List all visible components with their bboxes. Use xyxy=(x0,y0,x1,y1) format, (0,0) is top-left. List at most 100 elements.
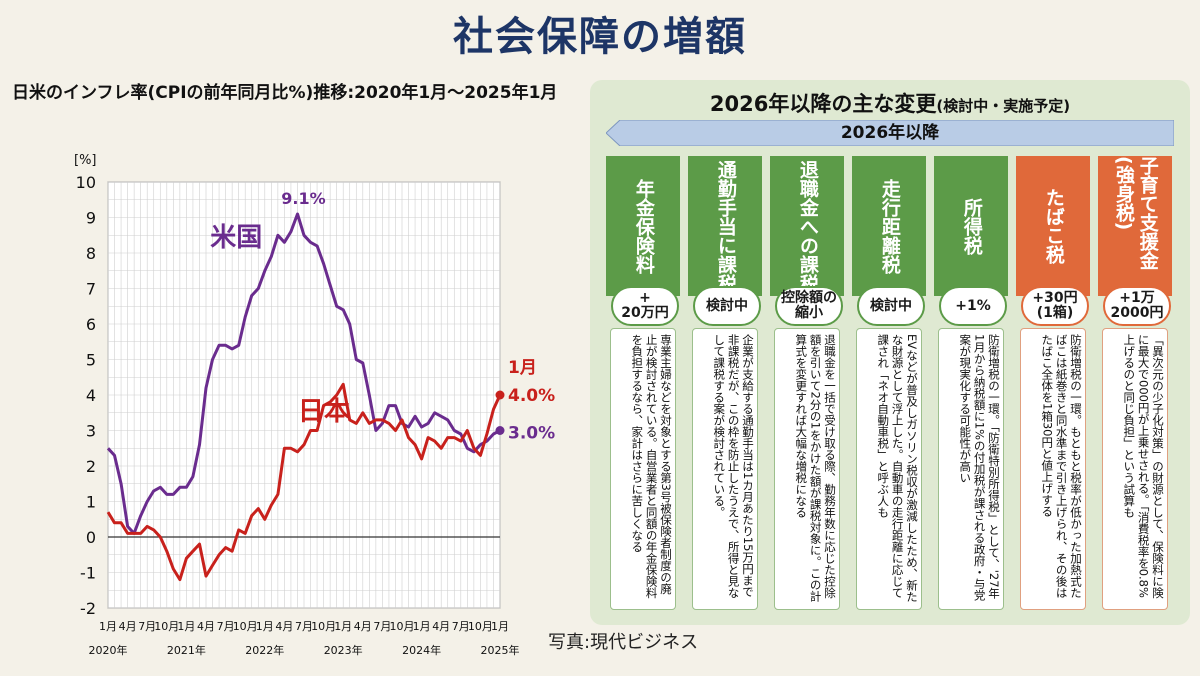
japan-end-point xyxy=(495,390,505,400)
x-tick-label: 10月 xyxy=(390,620,415,633)
panel-title: 2026年以降の主な変更(検討中・実施予定) xyxy=(590,88,1190,118)
y-tick-label: 5 xyxy=(86,351,96,370)
change-amount-line1: +30円 xyxy=(1032,290,1078,307)
y-tick-label: 4 xyxy=(86,386,96,405)
change-amount-line1: +1% xyxy=(955,297,991,314)
x-tick-label: 7月 xyxy=(138,620,156,633)
change-head: 年金保険料 xyxy=(606,156,680,296)
x-tick-label: 7月 xyxy=(373,620,391,633)
change-head: 通勤手当に課税 xyxy=(688,156,762,296)
x-year-label: 2022年 xyxy=(245,643,284,657)
japan-series-name: 日本 xyxy=(298,397,350,427)
x-year-label: 2025年 xyxy=(481,643,520,657)
chart-subtitle: 日米のインフレ率(CPIの前年同月比%)推移:2020年1月〜2025年1月 xyxy=(12,83,558,103)
x-tick-label: 10月 xyxy=(311,620,336,633)
x-tick-label: 1月 xyxy=(177,620,195,633)
panel-title-main: 2026年以降の主な変更 xyxy=(709,92,937,116)
change-column-6: たばこ税 +30円 (1箱) 防衛増税の一環。もともと税率が低かった加熱式たばこは紙巻… xyxy=(1016,156,1090,614)
x-tick-label: 10月 xyxy=(233,620,258,633)
x-tick-label: 7月 xyxy=(295,620,313,633)
y-unit-label: [%] xyxy=(74,153,97,168)
change-description: 退職金を一括で受け取る際、勤務年数に応じた控除額を引いて2分の1をかけた額が課税… xyxy=(774,328,840,610)
y-tick-label: 8 xyxy=(86,244,96,263)
change-column-2: 通勤手当に課税 検討中企業が支給する通勤手当は1カ月あたり15万円まで非課税だが、… xyxy=(688,156,762,614)
change-column-7: 子育て支援金(強身税) +1万 2000円 「異次元の少子化対策」の財源として、保険料… xyxy=(1098,156,1172,614)
change-description: EVなどが普及しガソリン税収が激減したため、新たな財源として浮上した。自動車の走… xyxy=(856,328,922,610)
x-tick-label: 4月 xyxy=(197,620,215,633)
x-tick-label: 4月 xyxy=(275,620,293,633)
change-description: 防衛増税の一環。「防衛特別所得税」として、'27年1月から納税額に1%の付加税が… xyxy=(938,328,1004,610)
page-title: 社会保障の増額 xyxy=(453,14,747,60)
x-tick-label: 1月 xyxy=(491,620,509,633)
change-head: 走行距離税 xyxy=(852,156,926,296)
y-tick-label: -2 xyxy=(80,599,96,618)
change-head: 子育て支援金(強身税) xyxy=(1098,156,1172,296)
period-arrow xyxy=(606,120,1174,146)
panel-title-paren: (検討中・実施予定) xyxy=(936,97,1071,115)
change-amount-line1: + xyxy=(639,290,651,307)
y-tick-label: 0 xyxy=(86,528,96,547)
change-amount-badge: +30円 (1箱) xyxy=(1021,286,1089,326)
x-year-label: 2023年 xyxy=(324,643,363,657)
change-amount-line1: +1万 xyxy=(1119,290,1155,307)
change-amount-badge: +1% xyxy=(939,286,1007,326)
x-tick-label: 4月 xyxy=(432,620,450,633)
y-tick-label: 10 xyxy=(76,173,96,192)
change-column-4: 走行距離税 検討中 EVなどが普及しガソリン税収が激減したため、新たな財源として浮上… xyxy=(852,156,926,614)
y-tick-label: 7 xyxy=(86,280,96,299)
us-peak-label: 9.1% xyxy=(281,189,325,208)
change-amount-line2: 2000円 xyxy=(1110,305,1164,321)
change-description: 企業が支給する通勤手当は1カ月あたり15万円まで非課税だが、この枠を防止したうえ… xyxy=(692,328,758,610)
x-tick-label: 1月 xyxy=(334,620,352,633)
change-head: たばこ税 xyxy=(1016,156,1090,296)
change-column-3: 退職金への課税 控除額の 縮小 退職金を一括で受け取る際、勤務年数に応じた控除額を引い… xyxy=(770,156,844,614)
change-description: 「異次元の少子化対策」の財源として、保険料に険に最大で000円が上乗せされる。「… xyxy=(1102,328,1168,610)
x-year-label: 2020年 xyxy=(89,643,128,657)
change-amount-badge: +20万円 xyxy=(611,286,679,326)
change-amount-line2: 20万円 xyxy=(621,305,669,321)
x-tick-label: 1月 xyxy=(256,620,274,633)
y-tick-label: 2 xyxy=(86,457,96,476)
change-head: 所得税 xyxy=(934,156,1008,296)
y-tick-label: 9 xyxy=(86,209,96,228)
japan-end-label: 4.0% xyxy=(508,386,555,406)
change-amount-line1: 検討中 xyxy=(706,297,748,314)
us-end-label: 3.0% xyxy=(508,424,555,444)
y-tick-label: 1 xyxy=(86,493,96,512)
x-tick-label: 1月 xyxy=(413,620,431,633)
change-amount-badge: 控除額の 縮小 xyxy=(775,286,843,326)
x-year-label: 2024年 xyxy=(402,643,441,657)
japan-series-line xyxy=(106,382,502,582)
x-year-label: 2021年 xyxy=(167,643,206,657)
period-label: 2026年以降 xyxy=(840,123,940,143)
change-head: 退職金への課税 xyxy=(770,156,844,296)
x-tick-label: 7月 xyxy=(217,620,235,633)
photo-credit: 写真:現代ビジネス xyxy=(548,632,699,653)
change-amount-line1: 検討中 xyxy=(870,297,912,314)
change-amount-badge: 検討中 xyxy=(693,286,761,326)
us-series-name: 米国 xyxy=(210,223,262,253)
y-tick-label: 3 xyxy=(86,422,96,441)
change-column-1: 年金保険料 +20万円 専業主婦などを対象とする第3号被保険者制度の廃止が検討されて… xyxy=(606,156,680,614)
change-amount-badge: 検討中 xyxy=(857,286,925,326)
change-column-5: 所得税 +1% 防衛増税の一環。「防衛特別所得税」として、'27年1月から納税額に1… xyxy=(934,156,1008,614)
x-tick-label: 4月 xyxy=(354,620,372,633)
change-description: 専業主婦などを対象とする第3号被保険者制度の廃止が検討されている。自営業者と同額… xyxy=(610,328,676,610)
change-amount-line1: 控除額の xyxy=(781,290,837,307)
x-tick-label: 10月 xyxy=(154,620,179,633)
change-amount-line2: 縮小 xyxy=(795,305,823,321)
change-amount-line2: (1箱) xyxy=(1036,305,1074,321)
x-tick-label: 1月 xyxy=(99,620,117,633)
y-tick-label: -1 xyxy=(80,564,96,583)
change-amount-badge: +1万 2000円 xyxy=(1103,286,1171,326)
x-tick-label: 7月 xyxy=(452,620,470,633)
change-description: 防衛増税の一環。もともと税率が低かった加熱式たばこは紙巻きと同水準まで引き上げら… xyxy=(1020,328,1086,610)
y-tick-label: 6 xyxy=(86,315,96,334)
japan-end-month: 1月 xyxy=(508,358,537,378)
x-tick-label: 10月 xyxy=(468,620,493,633)
us-end-point xyxy=(495,426,505,435)
changes-panel: 2026年以降の主な変更(検討中・実施予定) 2026年以降 年金保険料 +20万… xyxy=(590,80,1190,625)
x-tick-label: 4月 xyxy=(119,620,137,633)
us-series-line xyxy=(106,212,501,535)
